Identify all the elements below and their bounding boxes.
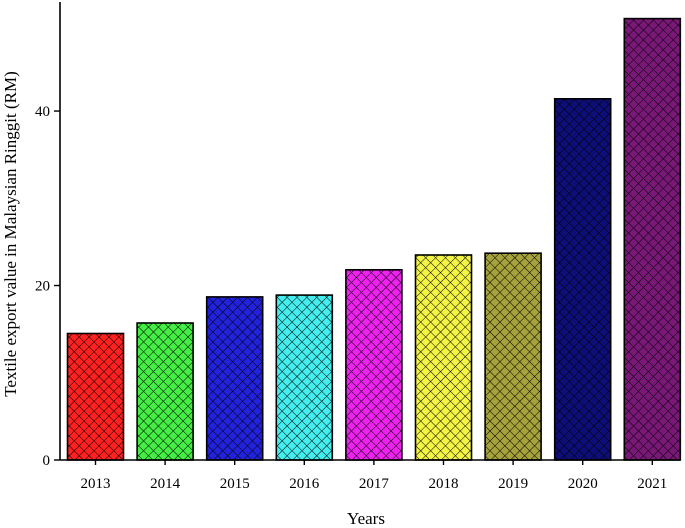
bar-2018 (414, 254, 473, 461)
y-axis-title: Textile export value in Malaysian Ringgi… (1, 71, 20, 397)
x-tick-label-2019: 2019 (498, 476, 528, 492)
bar-2017 (345, 268, 403, 461)
x-tick-label-2016: 2016 (289, 476, 320, 492)
bar-2021 (623, 17, 682, 461)
y-ticks-group: 0 20 40 (35, 104, 60, 469)
x-tick-label-2018: 2018 (429, 476, 459, 492)
x-tick-label-2013: 2013 (81, 476, 111, 492)
x-tick-label-2017: 2017 (359, 476, 390, 492)
x-tick-label-2015: 2015 (220, 476, 250, 492)
x-tick-label-2021: 2021 (637, 476, 667, 492)
x-axis-title: Years (347, 509, 385, 528)
bar-2015 (205, 296, 264, 461)
bar-2019 (484, 252, 542, 461)
x-tick-label-2014: 2014 (150, 476, 181, 492)
bar-2013 (66, 332, 125, 461)
y-tick-label-40: 40 (35, 104, 50, 120)
x-tick-label-2020: 2020 (568, 476, 598, 492)
x-ticks-group: 2013 2014 2015 2016 2017 2018 2019 2020 2021 (81, 460, 667, 492)
bar-2020 (553, 98, 612, 461)
bar-2016 (275, 294, 334, 461)
y-tick-label-0: 0 (43, 453, 51, 469)
bar-2014 (136, 322, 194, 461)
bars-group (66, 17, 682, 461)
y-tick-label-20: 20 (35, 279, 50, 295)
